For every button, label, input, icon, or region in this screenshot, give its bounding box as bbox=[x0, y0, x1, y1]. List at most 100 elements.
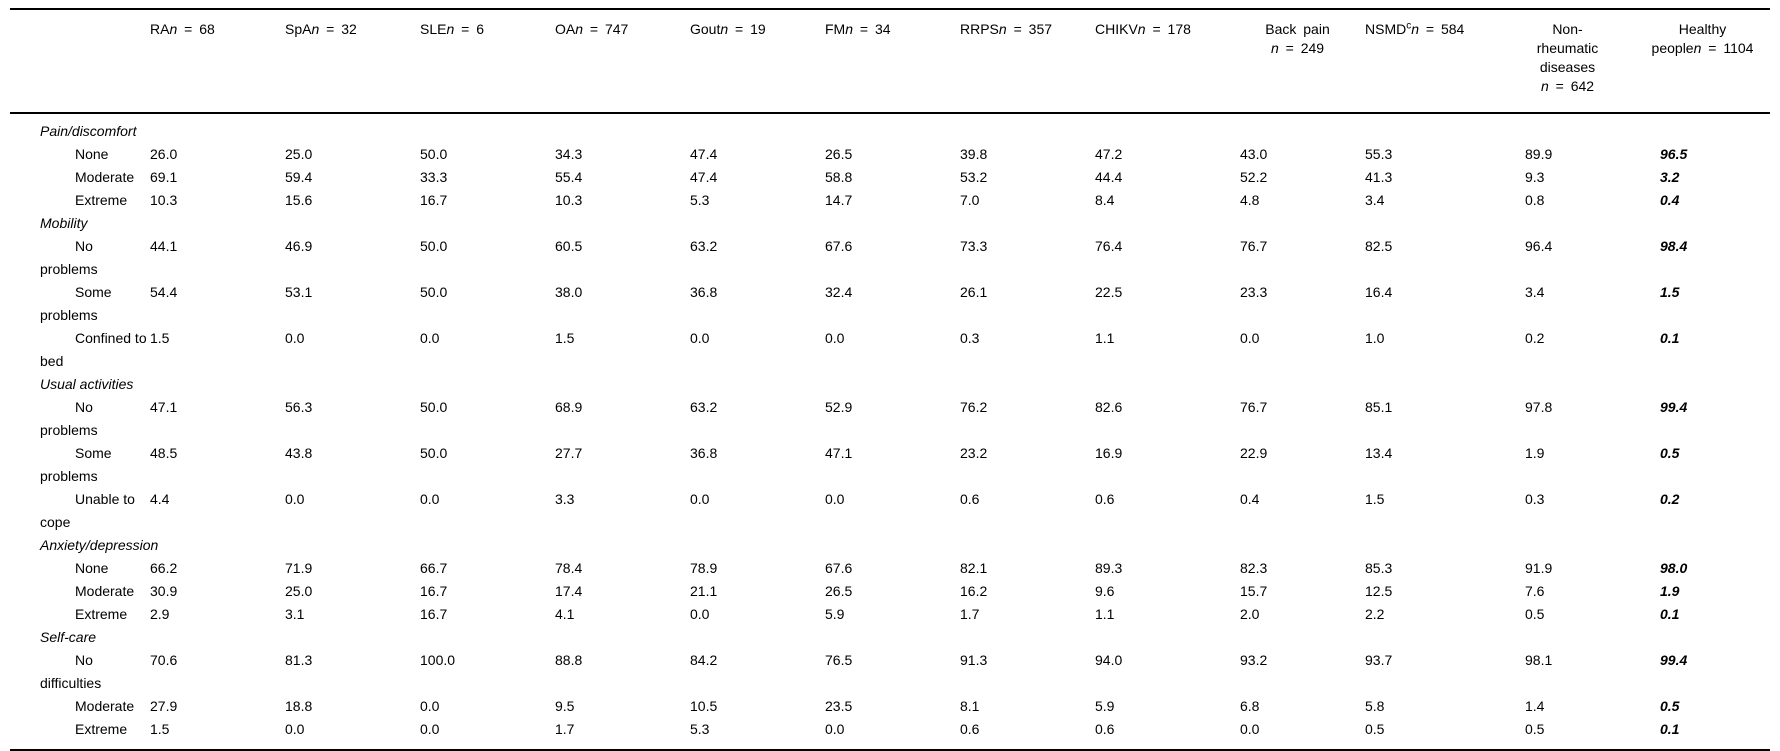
cell-mobility-no-problems-rrps: 73.3 bbox=[960, 238, 988, 254]
cell-pain-discomfort-moderate-gout: 47.4 bbox=[690, 169, 718, 185]
row-label-usual-activities-no-problems: No problems bbox=[40, 399, 98, 438]
cell-pain-discomfort-extreme-healthy-people: 0.4 bbox=[1660, 192, 1680, 208]
cell-anxiety-depression-extreme-gout: 0.0 bbox=[690, 606, 710, 622]
cell-self-care-no-difficulties-ra: 70.6 bbox=[150, 652, 178, 668]
section-title-usual-activities: Usual activities bbox=[40, 376, 134, 392]
cell-anxiety-depression-none-chikv: 89.3 bbox=[1095, 560, 1123, 576]
table-row: Confined to bed 1.5 0.0 0.0 1.5 0.0 0.0 0.3 1.1 0… bbox=[10, 327, 1770, 373]
cell-mobility-no-problems-ra: 44.1 bbox=[150, 238, 178, 254]
cell-usual-activities-no-problems-ra: 47.1 bbox=[150, 399, 178, 415]
cell-mobility-no-problems-sle: 50.0 bbox=[420, 238, 448, 254]
cell-pain-discomfort-none-spa: 25.0 bbox=[285, 146, 313, 162]
corner-cell bbox=[10, 10, 150, 114]
table-row: Extreme 1.5 0.0 0.0 1.7 5.3 0.0 0.6 0.6 0.0 0.5 0.5… bbox=[10, 718, 1770, 749]
cell-pain-discomfort-none-fm: 26.5 bbox=[825, 146, 853, 162]
cell-self-care-no-difficulties-fm: 76.5 bbox=[825, 652, 853, 668]
cell-pain-discomfort-moderate-non-rheumatic-diseases: 9.3 bbox=[1525, 169, 1545, 185]
cell-mobility-confined-to-bed-ra: 1.5 bbox=[150, 330, 170, 346]
table-row: Unable to cope 4.4 0.0 0.0 3.3 0.0 0.0 0.6 0.6 0.… bbox=[10, 488, 1770, 534]
table-row: No problems 44.1 46.9 50.0 60.5 63.2 67.6 73.3 7… bbox=[10, 235, 1770, 281]
cell-mobility-some-problems-non-rheumatic-diseases: 3.4 bbox=[1525, 284, 1545, 300]
cell-self-care-extreme-ra: 1.5 bbox=[150, 721, 170, 737]
cell-self-care-extreme-fm: 0.0 bbox=[825, 721, 845, 737]
cell-anxiety-depression-extreme-back-pain: 2.0 bbox=[1240, 606, 1260, 622]
cell-mobility-no-problems-nsmd: 82.5 bbox=[1365, 238, 1393, 254]
cell-mobility-confined-to-bed-spa: 0.0 bbox=[285, 330, 305, 346]
cell-self-care-moderate-ra: 27.9 bbox=[150, 698, 178, 714]
cell-anxiety-depression-moderate-oa: 17.4 bbox=[555, 583, 583, 599]
cell-mobility-some-problems-oa: 38.0 bbox=[555, 284, 583, 300]
cell-usual-activities-some-problems-nsmd: 13.4 bbox=[1365, 445, 1393, 461]
cell-usual-activities-unable-to-cope-ra: 4.4 bbox=[150, 491, 170, 507]
row-label-usual-activities-some-problems: Some problems bbox=[40, 445, 112, 484]
cell-anxiety-depression-none-non-rheumatic-diseases: 91.9 bbox=[1525, 560, 1553, 576]
cell-mobility-some-problems-sle: 50.0 bbox=[420, 284, 448, 300]
cell-anxiety-depression-none-fm: 67.6 bbox=[825, 560, 853, 576]
cell-self-care-extreme-back-pain: 0.0 bbox=[1240, 721, 1260, 737]
column-header-spa: SpAn = 32 bbox=[285, 10, 420, 114]
cell-usual-activities-some-problems-back-pain: 22.9 bbox=[1240, 445, 1268, 461]
column-header-gout: Goutn = 19 bbox=[690, 10, 825, 114]
cell-usual-activities-unable-to-cope-gout: 0.0 bbox=[690, 491, 710, 507]
cell-self-care-no-difficulties-rrps: 91.3 bbox=[960, 652, 988, 668]
table-row: Moderate 69.1 59.4 33.3 55.4 47.4 58.8 53.2 44.4… bbox=[10, 166, 1770, 189]
table-header: RAn = 68 SpAn = 32 SLEn = 6 OAn = 747 Goutn … bbox=[10, 10, 1770, 114]
cell-mobility-no-problems-chikv: 76.4 bbox=[1095, 238, 1123, 254]
cell-usual-activities-unable-to-cope-healthy-people: 0.2 bbox=[1660, 491, 1680, 507]
cell-pain-discomfort-none-ra: 26.0 bbox=[150, 146, 178, 162]
cell-mobility-no-problems-spa: 46.9 bbox=[285, 238, 313, 254]
cell-pain-discomfort-moderate-rrps: 53.2 bbox=[960, 169, 988, 185]
section-title-row: Usual activities bbox=[10, 373, 1770, 396]
cell-anxiety-depression-none-oa: 78.4 bbox=[555, 560, 583, 576]
row-label-pain-discomfort-moderate: Moderate bbox=[75, 169, 135, 185]
cell-anxiety-depression-moderate-non-rheumatic-diseases: 7.6 bbox=[1525, 583, 1545, 599]
cell-self-care-moderate-back-pain: 6.8 bbox=[1240, 698, 1260, 714]
cell-self-care-extreme-chikv: 0.6 bbox=[1095, 721, 1115, 737]
cell-pain-discomfort-extreme-sle: 16.7 bbox=[420, 192, 448, 208]
cell-usual-activities-no-problems-gout: 63.2 bbox=[690, 399, 718, 415]
cell-mobility-some-problems-spa: 53.1 bbox=[285, 284, 313, 300]
cell-mobility-confined-to-bed-healthy-people: 0.1 bbox=[1660, 330, 1680, 346]
section-title-mobility: Mobility bbox=[40, 215, 88, 231]
cell-usual-activities-no-problems-sle: 50.0 bbox=[420, 399, 448, 415]
cell-mobility-confined-to-bed-chikv: 1.1 bbox=[1095, 330, 1115, 346]
cell-mobility-some-problems-chikv: 22.5 bbox=[1095, 284, 1123, 300]
cell-mobility-some-problems-back-pain: 23.3 bbox=[1240, 284, 1268, 300]
cell-anxiety-depression-moderate-spa: 25.0 bbox=[285, 583, 313, 599]
cell-anxiety-depression-none-gout: 78.9 bbox=[690, 560, 718, 576]
cell-self-care-no-difficulties-nsmd: 93.7 bbox=[1365, 652, 1393, 668]
cell-pain-discomfort-none-nsmd: 55.3 bbox=[1365, 146, 1393, 162]
section-title-anxiety-depression: Anxiety/depression bbox=[40, 537, 159, 553]
row-label-self-care-moderate: Moderate bbox=[75, 698, 135, 714]
cell-usual-activities-some-problems-spa: 43.8 bbox=[285, 445, 313, 461]
cell-self-care-moderate-rrps: 8.1 bbox=[960, 698, 980, 714]
cell-anxiety-depression-extreme-oa: 4.1 bbox=[555, 606, 575, 622]
cell-mobility-no-problems-healthy-people: 98.4 bbox=[1660, 238, 1688, 254]
cell-pain-discomfort-moderate-spa: 59.4 bbox=[285, 169, 313, 185]
cell-usual-activities-some-problems-chikv: 16.9 bbox=[1095, 445, 1123, 461]
row-label-anxiety-depression-none: None bbox=[75, 560, 109, 576]
cell-self-care-moderate-healthy-people: 0.5 bbox=[1660, 698, 1680, 714]
row-label-self-care-no-difficulties: No difficulties bbox=[40, 652, 102, 691]
row-label-mobility-some-problems: Some problems bbox=[40, 284, 112, 323]
cell-usual-activities-unable-to-cope-rrps: 0.6 bbox=[960, 491, 980, 507]
cell-self-care-extreme-healthy-people: 0.1 bbox=[1660, 721, 1680, 737]
cell-pain-discomfort-none-non-rheumatic-diseases: 89.9 bbox=[1525, 146, 1553, 162]
cell-pain-discomfort-none-healthy-people: 96.5 bbox=[1660, 146, 1688, 162]
cell-pain-discomfort-extreme-chikv: 8.4 bbox=[1095, 192, 1115, 208]
cell-pain-discomfort-none-back-pain: 43.0 bbox=[1240, 146, 1268, 162]
cell-self-care-no-difficulties-non-rheumatic-diseases: 98.1 bbox=[1525, 652, 1553, 668]
cell-usual-activities-some-problems-rrps: 23.2 bbox=[960, 445, 988, 461]
cell-anxiety-depression-none-sle: 66.7 bbox=[420, 560, 448, 576]
cell-usual-activities-some-problems-gout: 36.8 bbox=[690, 445, 718, 461]
column-header-nsmd: NSMDcn = 584 bbox=[1365, 10, 1500, 114]
column-header-chikv: CHIKVn = 178 bbox=[1095, 10, 1230, 114]
cell-usual-activities-no-problems-non-rheumatic-diseases: 97.8 bbox=[1525, 399, 1553, 415]
cell-self-care-extreme-rrps: 0.6 bbox=[960, 721, 980, 737]
section-title-self-care: Self-care bbox=[40, 629, 97, 645]
table-row: Extreme 10.3 15.6 16.7 10.3 5.3 14.7 7.0 8.4 4.8 3… bbox=[10, 189, 1770, 212]
cell-usual-activities-unable-to-cope-sle: 0.0 bbox=[420, 491, 440, 507]
section-title-row: Anxiety/depression bbox=[10, 534, 1770, 557]
section-title-row: Self-care bbox=[10, 626, 1770, 649]
cell-anxiety-depression-extreme-sle: 16.7 bbox=[420, 606, 448, 622]
